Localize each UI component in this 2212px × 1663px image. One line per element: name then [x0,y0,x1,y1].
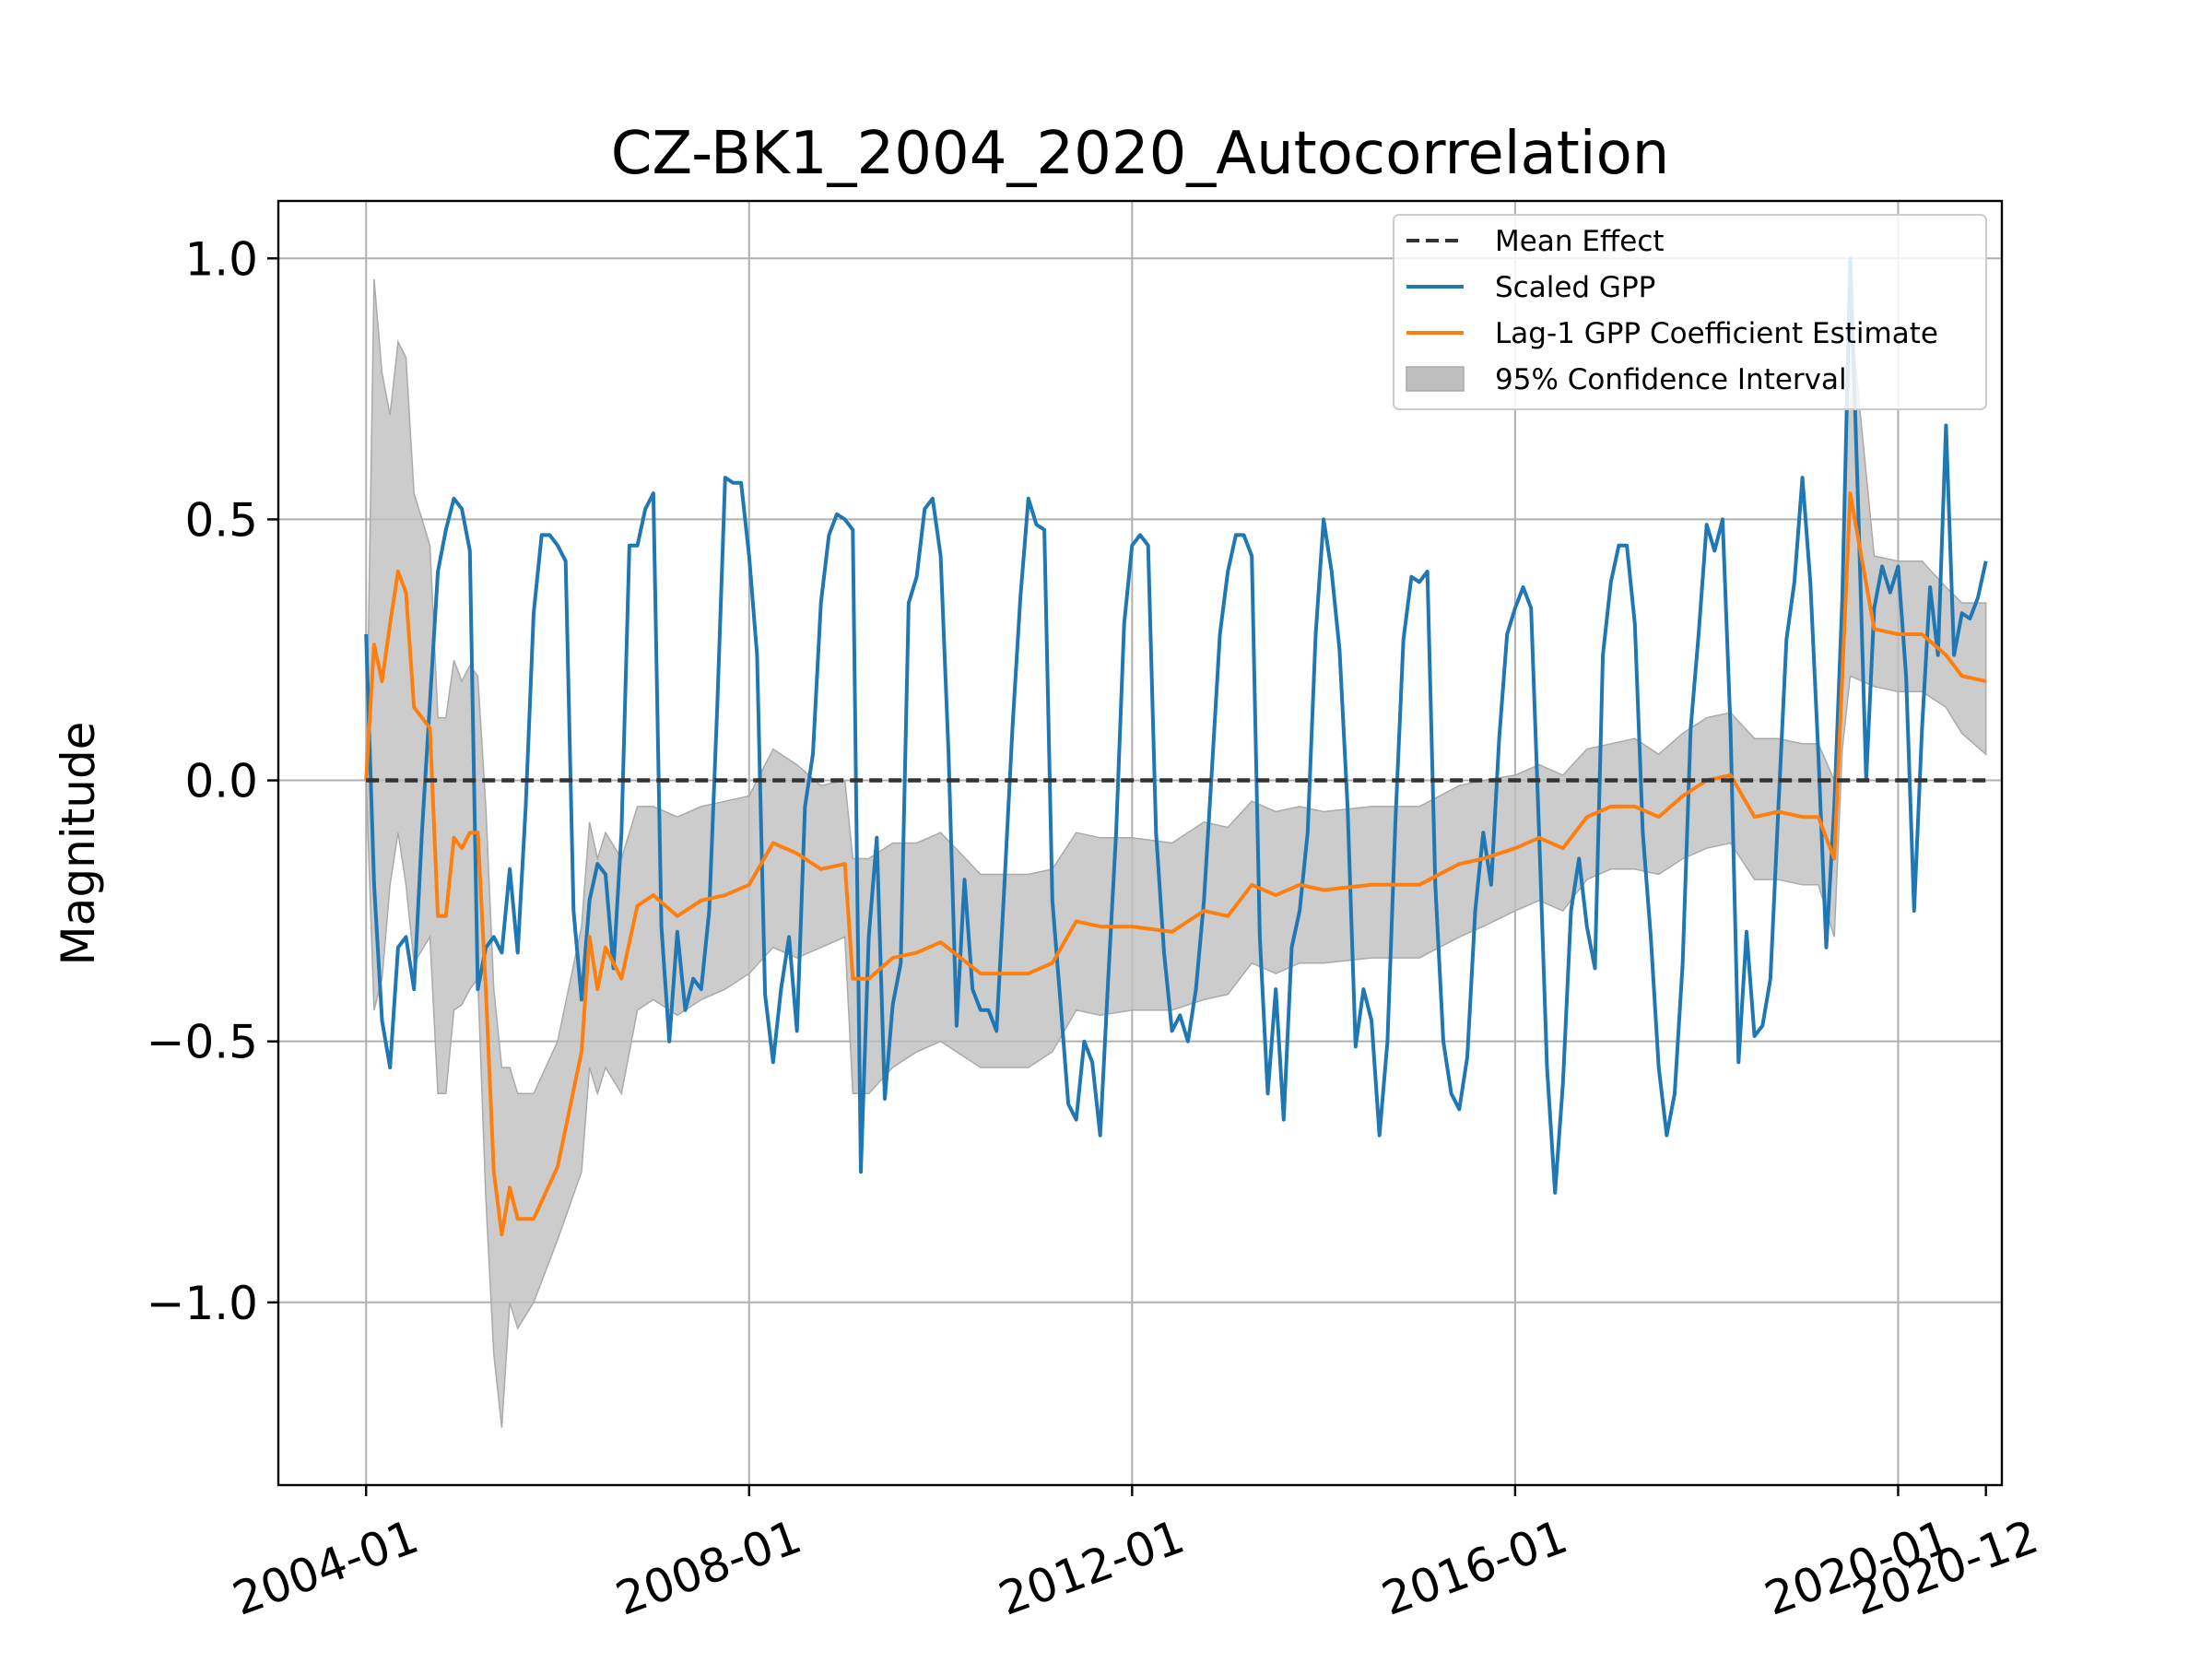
confidence-band-layer [365,278,1987,1428]
y-tick-label: 0.0 [184,755,258,808]
series-line-1 [364,256,1988,1195]
legend-label: 95% Confidence Interval [1495,363,1847,396]
legend-box [1393,214,1987,410]
series-line-2 [364,491,1987,1237]
y-tick-label: −0.5 [147,1016,258,1069]
legend-swatch [1406,366,1465,392]
chart-title: CZ-BK1_2004_2020_Autocorrelation [611,120,1670,188]
y-tick-label: 0.5 [184,493,258,547]
legend-label: Lag-1 GPP Coefficient Estimate [1495,317,1938,350]
series-layer [364,256,1988,1237]
legend-label: Mean Effect [1495,225,1665,258]
plot-frame [276,199,2004,1487]
y-tick-label: 1.0 [184,232,258,286]
y-tick-label: −1.0 [147,1277,258,1330]
legend: Mean Effect Scaled GPP Lag-1 GPP Coefficie… [1393,214,1987,410]
y-axis: 1.0 0.5 0.0 −0.5 −1.0 [147,232,278,1330]
y-axis-label: Magnitude [52,722,105,966]
confidence-band [365,278,1987,1428]
legend-label: Scaled GPP [1495,271,1655,304]
